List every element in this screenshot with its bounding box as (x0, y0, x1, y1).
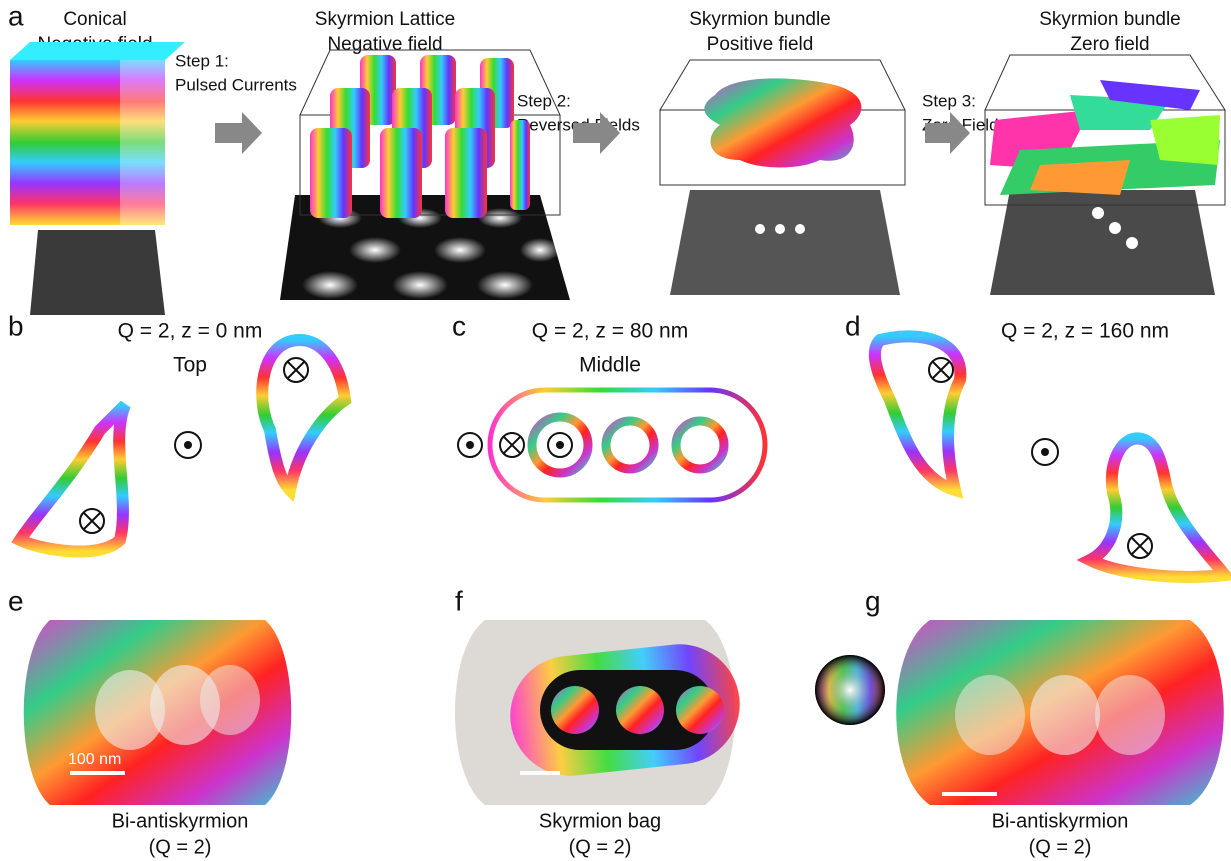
shape (477, 271, 533, 299)
step-label: Step 2: (517, 91, 571, 110)
step-label: Step 3: (922, 91, 976, 110)
charge-label: (Q = 2) (569, 836, 632, 858)
shape (1030, 675, 1100, 755)
shape (302, 271, 358, 299)
shape (795, 224, 805, 234)
panel-label: b (8, 310, 24, 341)
bundle-spots (755, 224, 805, 234)
shape (616, 686, 664, 734)
scale-bar (520, 771, 560, 775)
shape (1030, 160, 1130, 195)
shape (1150, 115, 1220, 165)
image-plane (670, 190, 900, 295)
step-action: Pulsed Currents (175, 75, 297, 94)
panel-subtitle: Middle (579, 354, 641, 377)
bundle-surface (704, 78, 861, 167)
panel-label: g (865, 585, 881, 616)
skyrmion-tubes (310, 55, 530, 218)
spin-loop (1090, 438, 1225, 576)
color-wheel-shade (815, 655, 885, 725)
shape (510, 120, 530, 210)
caption: Skyrmion bag (539, 810, 661, 832)
shape (200, 665, 260, 735)
conical-top (10, 42, 185, 60)
shape (392, 271, 448, 299)
shape (1092, 207, 1104, 219)
panel-label: a (8, 0, 24, 31)
texture-cores (955, 675, 1165, 755)
shape (551, 686, 599, 734)
scale-bar (942, 792, 997, 796)
stage-subtitle: Positive field (707, 34, 814, 55)
out-of-plane-dot (1041, 448, 1049, 456)
step-arrow (215, 112, 262, 154)
panel-title: Q = 2, z = 0 nm (118, 320, 263, 343)
panel-label: c (452, 310, 466, 341)
stage-title: Skyrmion Lattice (315, 9, 455, 30)
image-plane (990, 190, 1215, 295)
scale-bar-label: 100 nm (68, 751, 121, 768)
out-of-plane-dot (556, 441, 564, 449)
shape (1126, 237, 1138, 249)
conical-cut (120, 60, 165, 225)
panel-label: d (845, 310, 861, 341)
figure: a Conical Negative field Skyrmion Lattic… (0, 0, 1231, 861)
shape (434, 237, 486, 263)
caption: Bi-antiskyrmion (112, 810, 249, 832)
panel-subtitle: Top (173, 354, 207, 377)
stage-title: Conical (63, 9, 126, 30)
shape (445, 128, 487, 218)
shape (380, 128, 422, 218)
out-of-plane-dot (466, 441, 474, 449)
shape (955, 675, 1025, 755)
spin-loop (20, 405, 125, 552)
caption: Bi-antiskyrmion (992, 810, 1129, 832)
shape (310, 128, 352, 218)
charge-label: (Q = 2) (149, 836, 212, 858)
shape (1109, 222, 1121, 234)
step-label: Step 1: (175, 51, 229, 70)
stage-subtitle: Zero field (1070, 34, 1149, 55)
bag-skyrmions (551, 686, 724, 734)
inner-loop (676, 421, 724, 469)
shape (676, 686, 724, 734)
shape (349, 237, 401, 263)
image-plane (30, 230, 165, 315)
stage-title: Skyrmion bundle (689, 9, 831, 30)
panel-title: Q = 2, z = 80 nm (532, 320, 688, 343)
scale-bar (70, 771, 125, 775)
charge-label: (Q = 2) (1029, 836, 1092, 858)
stage-title: Skyrmion bundle (1039, 9, 1181, 30)
panel-label: f (455, 585, 463, 616)
shape (775, 224, 785, 234)
out-of-plane-dot (184, 441, 192, 449)
stage-subtitle: Negative field (327, 34, 442, 55)
shape (1095, 675, 1165, 755)
panel-title: Q = 2, z = 160 nm (1001, 320, 1169, 343)
shape (755, 224, 765, 234)
zero-field-surfaces (990, 80, 1220, 195)
inner-loop (606, 421, 654, 469)
shape (520, 238, 560, 262)
panel-label: e (8, 585, 24, 616)
